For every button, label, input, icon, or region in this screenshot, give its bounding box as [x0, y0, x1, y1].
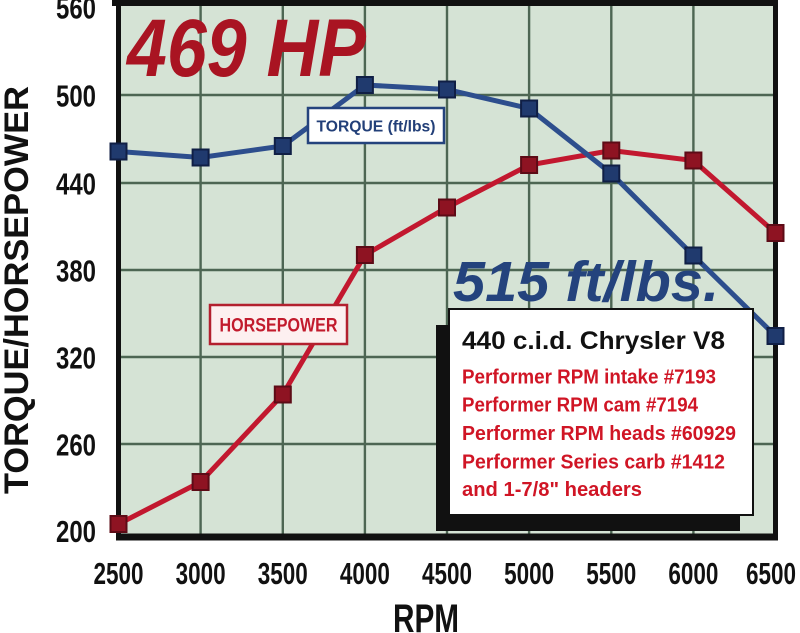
- svg-text:320: 320: [56, 341, 96, 376]
- svg-text:200: 200: [56, 514, 96, 549]
- svg-text:5500: 5500: [586, 556, 636, 591]
- svg-text:440: 440: [56, 167, 96, 202]
- svg-text:440 c.i.d. Chrysler V8: 440 c.i.d. Chrysler V8: [462, 327, 725, 355]
- svg-text:5000: 5000: [504, 556, 554, 591]
- svg-text:3000: 3000: [176, 556, 226, 591]
- svg-text:260: 260: [56, 428, 96, 463]
- svg-text:380: 380: [56, 254, 96, 289]
- svg-text:Performer Series carb #1412: Performer Series carb #1412: [462, 452, 725, 474]
- svg-text:469 HP: 469 HP: [125, 3, 366, 94]
- svg-text:6000: 6000: [668, 556, 718, 591]
- svg-text:Performer RPM intake #7193: Performer RPM intake #7193: [462, 367, 716, 389]
- svg-text:Performer RPM heads #60929: Performer RPM heads #60929: [462, 423, 736, 445]
- svg-text:TORQUE (ft/lbs): TORQUE (ft/lbs): [317, 119, 436, 136]
- svg-text:HORSEPOWER: HORSEPOWER: [220, 316, 338, 337]
- svg-text:4500: 4500: [422, 556, 472, 591]
- svg-text:4000: 4000: [340, 556, 390, 591]
- svg-text:3500: 3500: [258, 556, 308, 591]
- svg-text:Performer RPM cam #7194: Performer RPM cam #7194: [462, 395, 699, 417]
- svg-text:560: 560: [56, 0, 96, 26]
- svg-text:TORQUE/HORSEPOWER: TORQUE/HORSEPOWER: [0, 86, 36, 494]
- svg-text:2500: 2500: [94, 556, 144, 591]
- svg-text:and 1-7/8" headers: and 1-7/8" headers: [462, 479, 642, 501]
- svg-text:6500: 6500: [746, 556, 796, 591]
- svg-text:500: 500: [56, 79, 96, 114]
- svg-text:515 ft/lbs.: 515 ft/lbs.: [453, 250, 719, 314]
- svg-text:RPM: RPM: [393, 597, 459, 633]
